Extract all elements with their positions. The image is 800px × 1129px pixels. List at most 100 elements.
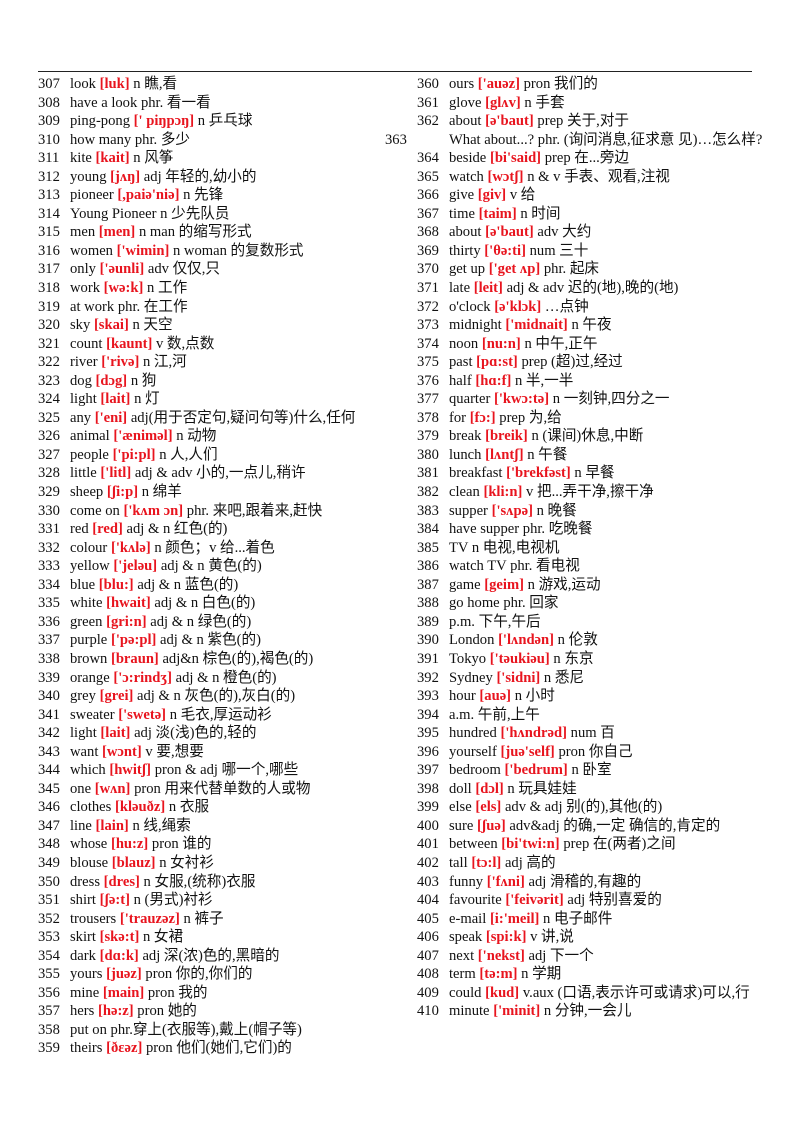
entry-phonetic: [ə'klɔk] bbox=[494, 298, 542, 315]
entry-phonetic: ['trauzəz] bbox=[119, 910, 180, 927]
vocab-entry: 391 Tokyo ['təukiəu] n 东京 bbox=[417, 650, 767, 669]
entry-definition: phr. 看一看 bbox=[140, 94, 211, 111]
entry-word: people bbox=[70, 446, 109, 463]
entry-definition: v 把...弄干净,擦干净 bbox=[526, 484, 654, 501]
entry-word: sure bbox=[449, 817, 474, 834]
entry-phonetic: [wɔnt] bbox=[102, 743, 142, 760]
entry-word: yours bbox=[70, 966, 103, 983]
vocab-entry: 385 TV n 电视,电视机 bbox=[417, 539, 767, 558]
entry-word: What about...? bbox=[449, 131, 535, 148]
vocab-entry: 399 else [els] adv & adj 别(的),其他(的) bbox=[417, 798, 767, 817]
vocab-entry: 344 which [hwitʃ] pron & adj 哪一个,哪些 bbox=[38, 761, 388, 780]
vocab-entry: 350 dress [dres] n 女服,(统称)衣服 bbox=[38, 873, 388, 892]
entry-phonetic: [ʃuə] bbox=[476, 817, 506, 834]
entry-phonetic: [kud] bbox=[485, 984, 520, 1001]
entry-number: 351 bbox=[38, 892, 60, 909]
entry-number: 395 bbox=[417, 725, 439, 742]
entry-number: 384 bbox=[417, 521, 439, 538]
entry-definition: pron 我的 bbox=[147, 984, 208, 1001]
entry-word: line bbox=[70, 817, 92, 834]
entry-phonetic: [wɔtʃ] bbox=[487, 168, 524, 185]
entry-definition: n 游戏,运动 bbox=[527, 576, 601, 593]
vocab-entry: 386 watch TV phr. 看电视 bbox=[417, 557, 767, 576]
vocab-entry: 321 count [kaunt] v 数,点数 bbox=[38, 335, 388, 354]
entry-definition: n 电视,电视机 bbox=[471, 539, 560, 556]
vocab-entry: 388 go home phr. 回家 bbox=[417, 594, 767, 613]
entry-word: come on bbox=[70, 502, 120, 519]
entry-definition: adv 仅仅,只 bbox=[147, 261, 221, 278]
entry-definition: n 时间 bbox=[520, 205, 561, 222]
entry-number: 370 bbox=[417, 261, 439, 278]
entry-number: 363 bbox=[385, 131, 407, 148]
entry-word: skirt bbox=[70, 929, 96, 946]
entry-definition: n 女服,(统称)衣服 bbox=[143, 873, 256, 890]
entry-word: put on bbox=[70, 1021, 107, 1038]
vocab-entry: 340 grey [grei] adj & n 灰色(的),灰白(的) bbox=[38, 687, 388, 706]
vocab-entry: 308 have a look phr. 看一看 bbox=[38, 94, 388, 113]
entry-definition: n 风筝 bbox=[133, 150, 174, 167]
entry-phonetic: ['kʌm ɔn] bbox=[123, 502, 184, 519]
entry-number: 364 bbox=[417, 150, 439, 167]
entry-definition: n 狗 bbox=[130, 372, 157, 389]
vocab-entry: 376 half [hɑ:f] n 半,一半 bbox=[417, 372, 767, 391]
entry-phonetic: ['get ʌp] bbox=[488, 261, 541, 278]
entry-definition: adv&adj 的确,一定 确信的,肯定的 bbox=[509, 817, 721, 834]
entry-definition: num 百 bbox=[570, 725, 615, 742]
entry-number: 311 bbox=[38, 150, 60, 167]
vocab-entry: 323 dog [dɔg] n 狗 bbox=[38, 372, 388, 391]
entry-word: term bbox=[449, 966, 476, 983]
entry-definition: n 人,人们 bbox=[159, 446, 218, 463]
entry-word: go home bbox=[449, 595, 500, 612]
entry-phonetic: ['əunli] bbox=[99, 261, 145, 278]
entry-definition: 午前,上午 bbox=[477, 706, 540, 723]
entry-number: 391 bbox=[417, 650, 439, 667]
entry-definition: adj & adv 迟的(地),晚的(地) bbox=[506, 280, 679, 297]
entry-phonetic: [hu:z] bbox=[110, 836, 149, 853]
entry-definition: n 线,绳索 bbox=[132, 817, 191, 834]
entry-definition: n 灯 bbox=[134, 391, 160, 408]
entry-number: 327 bbox=[38, 446, 60, 463]
entry-phonetic: ['bedrum] bbox=[504, 762, 568, 779]
entry-phonetic: [auə] bbox=[479, 688, 512, 705]
vocab-entry: 375 past [pɑ:st] prep (超)过,经过 bbox=[417, 353, 767, 372]
entry-word: orange bbox=[70, 669, 110, 686]
entry-number: 401 bbox=[417, 836, 439, 853]
vocab-entry: 380 lunch [lʌntʃ] n 午餐 bbox=[417, 446, 767, 465]
vocab-entry: 354 dark [dɑ:k] adj 深(浓)色的,黑暗的 bbox=[38, 947, 388, 966]
entry-definition: prep (超)过,经过 bbox=[521, 354, 623, 371]
entry-number: 406 bbox=[417, 929, 439, 946]
entry-word: funny bbox=[449, 873, 484, 890]
entry-phonetic: [breik] bbox=[485, 428, 528, 445]
entry-phonetic: [dɔl] bbox=[475, 780, 504, 797]
vocab-entry: 333 yellow ['jeləu] adj & n 黄色(的) bbox=[38, 557, 388, 576]
vocab-entry: 389 p.m. 下午,午后 bbox=[417, 613, 767, 632]
entry-word: look bbox=[70, 76, 96, 92]
entry-phonetic: ['midnait] bbox=[505, 317, 568, 334]
entry-definition: phr.穿上(衣服等),戴上(帽子等) bbox=[110, 1021, 302, 1038]
entry-word: o'clock bbox=[449, 298, 491, 315]
entry-word: have a look bbox=[70, 94, 138, 111]
entry-definition: n 动物 bbox=[176, 428, 217, 445]
entry-word: one bbox=[70, 780, 92, 797]
entry-word: Sydney bbox=[449, 669, 493, 686]
entry-word: white bbox=[70, 595, 103, 612]
vocab-entry: 400 sure [ʃuə] adv&adj 的确,一定 确信的,肯定的 bbox=[417, 817, 767, 836]
entry-number: 371 bbox=[417, 280, 439, 297]
entry-number: 324 bbox=[38, 391, 60, 408]
entry-definition: n 半,一半 bbox=[514, 372, 574, 389]
entry-word: Tokyo bbox=[449, 650, 487, 667]
vocab-entry: 390 London ['lʌndən] n 伦敦 bbox=[417, 631, 767, 650]
entry-number: 367 bbox=[417, 205, 439, 222]
entry-phonetic: [giv] bbox=[477, 187, 507, 204]
vocab-entry: 407 next ['nekst] adj 下一个 bbox=[417, 947, 767, 966]
vocab-entry: 331 red [red] adj & n 红色(的) bbox=[38, 520, 388, 539]
vocab-entry: 315 men [men] n man 的缩写形式 bbox=[38, 223, 388, 242]
entry-definition: pron 谁的 bbox=[151, 836, 212, 853]
entry-number: 354 bbox=[38, 947, 60, 964]
entry-phonetic: [wə:k] bbox=[103, 280, 144, 297]
vocab-entry: 349 blouse [blauz] n 女衬衫 bbox=[38, 854, 388, 873]
vocab-entry: 359 theirs [ðεəz] pron 他们(她们,它们)的 bbox=[38, 1039, 388, 1058]
entry-number: 353 bbox=[38, 929, 60, 946]
entry-number: 335 bbox=[38, 595, 60, 612]
entry-number: 342 bbox=[38, 725, 60, 742]
